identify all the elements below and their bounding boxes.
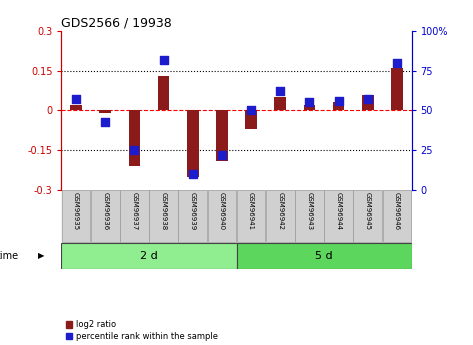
Bar xyxy=(333,102,344,110)
Bar xyxy=(208,190,236,242)
Point xyxy=(393,60,401,66)
Bar xyxy=(383,190,411,242)
Text: 5 d: 5 d xyxy=(315,251,333,261)
Text: ▶: ▶ xyxy=(38,252,44,260)
Point xyxy=(160,57,167,62)
Bar xyxy=(91,190,120,242)
Bar xyxy=(324,190,353,242)
Legend: log2 ratio, percentile rank within the sample: log2 ratio, percentile rank within the s… xyxy=(66,321,218,341)
Bar xyxy=(295,190,324,242)
Bar xyxy=(129,110,140,166)
Text: GSM96942: GSM96942 xyxy=(277,193,283,230)
Bar xyxy=(245,110,257,129)
Bar xyxy=(120,190,149,242)
Text: GSM96943: GSM96943 xyxy=(307,193,313,230)
Text: GSM96935: GSM96935 xyxy=(73,193,79,230)
Bar xyxy=(70,105,82,110)
Text: GSM96936: GSM96936 xyxy=(102,193,108,231)
Bar xyxy=(266,190,295,242)
Text: GSM96946: GSM96946 xyxy=(394,193,400,230)
Bar xyxy=(362,95,374,110)
Text: GDS2566 / 19938: GDS2566 / 19938 xyxy=(61,17,172,30)
Bar xyxy=(62,190,90,242)
Text: GSM96944: GSM96944 xyxy=(335,193,342,230)
Bar xyxy=(274,97,286,110)
Point xyxy=(306,100,313,105)
Text: GSM96940: GSM96940 xyxy=(219,193,225,230)
Text: GSM96939: GSM96939 xyxy=(190,193,196,231)
Bar xyxy=(391,68,403,110)
Point xyxy=(218,152,226,158)
Bar xyxy=(99,110,111,113)
Point xyxy=(101,119,109,124)
Bar xyxy=(304,105,315,110)
Text: GSM96945: GSM96945 xyxy=(365,193,371,230)
Point xyxy=(276,89,284,94)
Bar xyxy=(216,110,228,161)
Text: GSM96938: GSM96938 xyxy=(160,193,166,231)
Text: 2 d: 2 d xyxy=(140,251,158,261)
Text: GSM96941: GSM96941 xyxy=(248,193,254,230)
Point xyxy=(189,171,197,177)
Bar xyxy=(353,190,382,242)
Bar xyxy=(158,76,169,110)
Bar xyxy=(237,190,265,242)
Point xyxy=(131,147,138,153)
Text: GSM96937: GSM96937 xyxy=(131,193,138,231)
Bar xyxy=(61,243,236,269)
Point xyxy=(72,97,80,102)
Point xyxy=(364,97,372,102)
Text: time: time xyxy=(0,251,19,261)
Bar xyxy=(149,190,178,242)
Point xyxy=(247,108,255,113)
Bar xyxy=(236,243,412,269)
Bar xyxy=(178,190,207,242)
Point xyxy=(335,98,342,104)
Bar xyxy=(187,110,199,177)
